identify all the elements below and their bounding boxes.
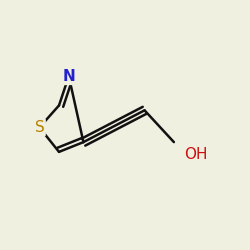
Text: S: S xyxy=(34,120,44,135)
Text: N: N xyxy=(62,68,75,84)
Text: OH: OH xyxy=(184,147,207,162)
